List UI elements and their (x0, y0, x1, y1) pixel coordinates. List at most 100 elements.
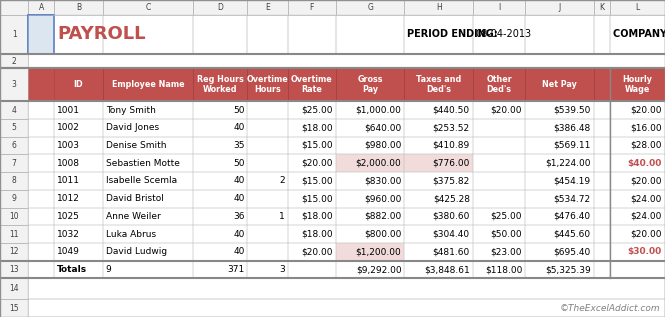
Bar (594, 68, 610, 101)
Bar (594, 243, 610, 261)
Text: 1025: 1025 (57, 212, 80, 221)
Bar (336, 261, 404, 278)
Bar (193, 172, 247, 190)
Text: 15: 15 (9, 304, 19, 313)
Bar (55, 190, 102, 208)
Text: $20.00: $20.00 (301, 247, 333, 256)
Bar (247, 119, 288, 137)
Text: L: L (635, 3, 640, 12)
Bar (247, 137, 288, 154)
Bar (0, 172, 28, 190)
Bar (404, 15, 473, 54)
Text: PAYROLL: PAYROLL (57, 25, 146, 43)
Text: $24.00: $24.00 (630, 194, 662, 203)
Text: E: E (265, 3, 270, 12)
Bar (102, 119, 193, 137)
Bar (28, 172, 55, 190)
Text: $50.00: $50.00 (491, 230, 522, 239)
Bar (0, 119, 28, 137)
Bar (473, 68, 525, 101)
Bar (102, 208, 193, 225)
Bar (0, 299, 28, 317)
Bar (288, 225, 336, 243)
Text: 7: 7 (12, 159, 17, 168)
Bar (0, 261, 28, 278)
Bar (28, 119, 55, 137)
Bar (55, 0, 102, 15)
Bar (102, 225, 193, 243)
Bar (247, 101, 288, 119)
Bar (594, 154, 610, 172)
Bar (193, 172, 247, 190)
Bar (288, 119, 336, 137)
Bar (473, 119, 525, 137)
Bar (525, 261, 594, 278)
Bar (247, 15, 288, 54)
Bar (193, 261, 247, 278)
Bar (288, 154, 336, 172)
Bar (288, 15, 336, 54)
Bar (102, 137, 193, 154)
Bar (55, 190, 102, 208)
Bar (525, 172, 594, 190)
Bar (336, 172, 404, 190)
Text: $481.60: $481.60 (433, 247, 470, 256)
Bar (610, 154, 665, 172)
Bar (336, 261, 404, 278)
Bar (0, 243, 28, 261)
Text: Denise Smith: Denise Smith (106, 141, 166, 150)
Text: J: J (558, 3, 561, 12)
Text: 12: 12 (9, 247, 19, 256)
Bar (336, 225, 404, 243)
Bar (336, 137, 404, 154)
Text: $980.00: $980.00 (364, 141, 402, 150)
Bar (288, 101, 336, 119)
Bar (610, 68, 665, 101)
Bar (55, 68, 102, 101)
Bar (28, 54, 665, 68)
Bar (404, 68, 473, 101)
Bar (193, 15, 247, 54)
Text: 36: 36 (233, 212, 245, 221)
Bar (525, 172, 594, 190)
Bar (288, 119, 336, 137)
Bar (0, 225, 28, 243)
Bar (28, 137, 55, 154)
Bar (193, 225, 247, 243)
Text: $380.60: $380.60 (432, 212, 470, 221)
Text: 50: 50 (233, 159, 245, 168)
Bar (336, 15, 404, 54)
Bar (0, 15, 665, 54)
Bar (28, 190, 55, 208)
Text: Isabelle Scemla: Isabelle Scemla (106, 177, 177, 185)
Bar (102, 261, 193, 278)
Text: Overtime
Hours: Overtime Hours (247, 75, 289, 94)
Bar (473, 15, 525, 54)
Text: $23.00: $23.00 (491, 247, 522, 256)
Bar (247, 208, 288, 225)
Bar (0, 54, 28, 68)
Bar (0, 208, 28, 225)
Text: David Ludwig: David Ludwig (106, 247, 167, 256)
Bar (610, 101, 665, 119)
Bar (288, 243, 336, 261)
Text: Net Pay: Net Pay (542, 80, 577, 89)
Bar (0, 54, 28, 68)
Bar (288, 172, 336, 190)
Bar (55, 101, 102, 119)
Bar (525, 190, 594, 208)
Bar (28, 101, 55, 119)
Bar (525, 15, 594, 54)
Text: 1003: 1003 (57, 141, 80, 150)
Bar (525, 225, 594, 243)
Text: $18.00: $18.00 (301, 123, 333, 132)
Bar (525, 0, 594, 15)
Bar (102, 154, 193, 172)
Bar (336, 119, 404, 137)
Text: 8: 8 (12, 177, 17, 185)
Text: 40: 40 (233, 177, 245, 185)
Bar (473, 261, 525, 278)
Text: 1: 1 (12, 30, 17, 39)
Bar (28, 137, 55, 154)
Bar (473, 137, 525, 154)
